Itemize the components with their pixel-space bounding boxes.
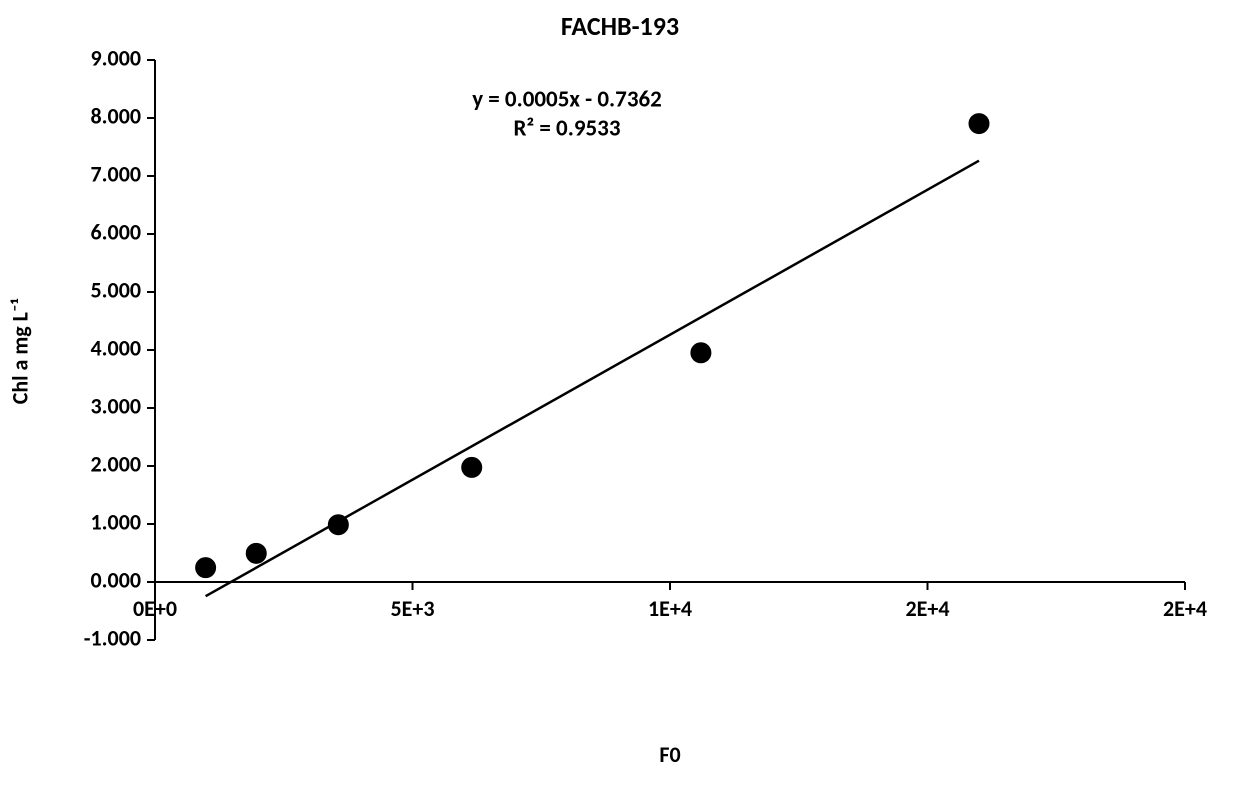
y-tick-label: 1.000 [91,508,141,535]
data-point [691,343,711,363]
y-tick-label: 3.000 [91,392,141,419]
trend-equation: y = 0.0005x - 0.7362 [472,85,662,113]
trendline [206,161,979,596]
y-tick-label: 8.000 [91,102,141,129]
r-squared: R² = 0.9533 [513,114,620,142]
chart-plot-area: -1.000 0.000 1.000 2.000 3.000 4.000 5.000 6.00… [0,0,1240,791]
y-tick-label: 0.000 [91,566,141,593]
x-tick-label: 0E+0 [133,595,177,622]
x-tick-label: 2E+4 [906,595,950,622]
y-tick-label: 7.000 [91,160,141,187]
x-tick-label: 1E+4 [648,595,692,622]
data-point [969,114,989,134]
x-tick-label: 5E+3 [391,595,435,622]
y-tick-label: 9.000 [91,44,141,71]
data-point [462,457,482,477]
y-tick-label: -1.000 [84,624,141,651]
y-tick-label: 6.000 [91,218,141,245]
x-tick-label: 2E+4 [1163,595,1207,622]
data-point [196,558,216,578]
chart-title: FACHB-193 [0,10,1240,42]
data-point [328,515,348,535]
y-tick-label: 5.000 [91,276,141,303]
y-tick-label: 2.000 [91,450,141,477]
scatter-chart: FACHB-193 Chl a mg L⁻¹ F0 -1.000 0.000 1.0… [0,0,1240,791]
data-point [246,543,266,563]
y-tick-label: 4.000 [91,334,141,361]
y-axis-label: Chl a mg L⁻¹ [7,252,34,452]
x-axis-label: F0 [620,741,720,768]
